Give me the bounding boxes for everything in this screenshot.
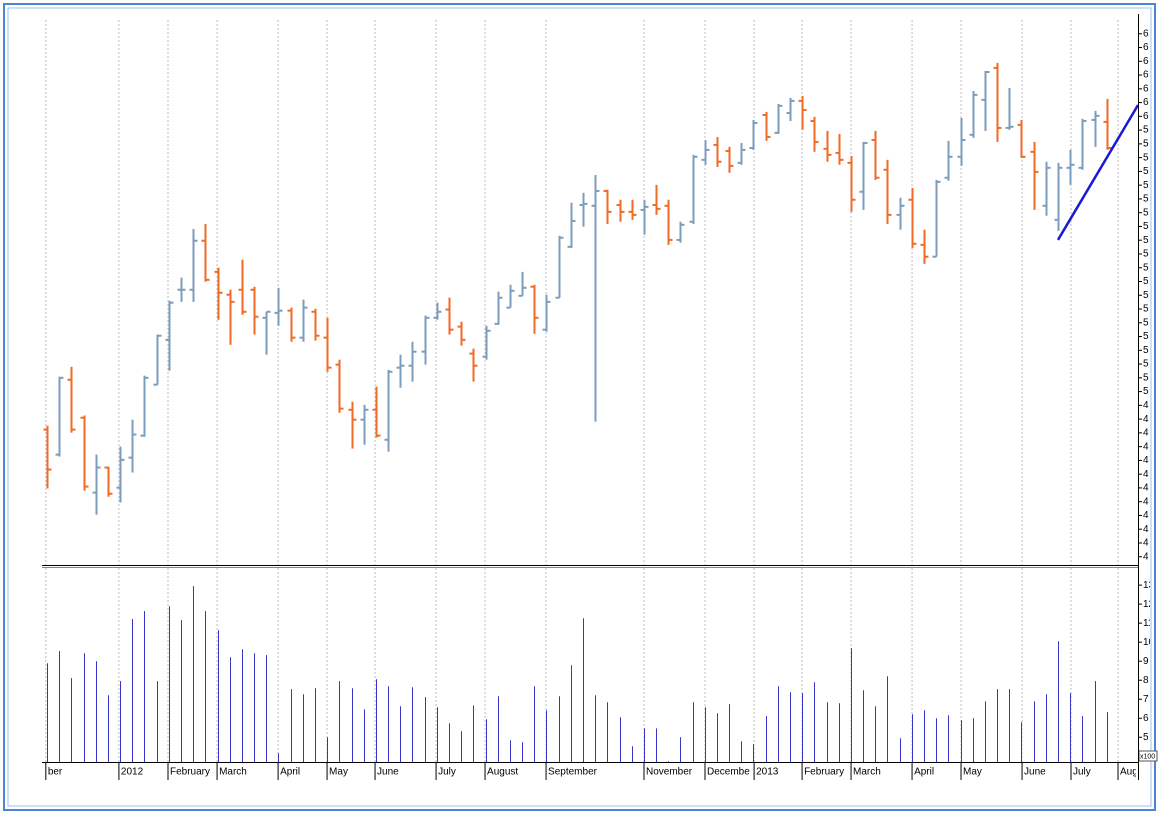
y-tick-label: 4 xyxy=(1143,538,1149,549)
x-tick-label: April xyxy=(280,767,300,778)
y-tick-label: 4 xyxy=(1143,400,1149,411)
x-tick-label: 2013 xyxy=(756,767,779,778)
y-tick-label: 5 xyxy=(1143,345,1149,356)
y-tick-label: 5 xyxy=(1143,249,1149,260)
x-tick-label: February xyxy=(170,767,210,778)
y-tick-label: 4 xyxy=(1143,524,1149,535)
multiplier-label: x100 xyxy=(1140,753,1155,760)
y-tick-label: 5 xyxy=(1143,180,1149,191)
y-tick-label: 4 xyxy=(1143,428,1149,439)
y-tick-label: 5 xyxy=(1143,221,1149,232)
y-tick-label: 6 xyxy=(1143,56,1149,67)
y-tick-label: 9 xyxy=(1143,656,1149,667)
x-tick-label: March xyxy=(219,767,247,778)
x-tick-label: May xyxy=(963,767,982,778)
trend-line xyxy=(1056,104,1140,241)
y-labels: 4 4 4 4 4 4 4 4 4 4 4 4 5 5 5 5 5 5 5 5 5 5 5 5 5 5 5 5 5 5 5 5 6 6 6 6 6 6 6 5… xyxy=(1143,28,1155,743)
y-tick-label: 6 xyxy=(1143,713,1149,724)
y-tick-label: 4 xyxy=(1143,441,1149,452)
y-tick-label: 6 xyxy=(1143,70,1149,81)
y-tick-label: 5 xyxy=(1143,152,1149,163)
x-tick-label: February xyxy=(804,767,844,778)
y-tick-label: 12 xyxy=(1143,599,1155,610)
x-tick-label: August xyxy=(487,767,518,778)
x-tick-label: July xyxy=(438,767,456,778)
x-tick-label: July xyxy=(1073,767,1091,778)
y-tick-label: 4 xyxy=(1143,551,1149,562)
x-labels: ber 2012 February March April May June July Augu… xyxy=(48,767,1138,778)
y-tick-label: 5 xyxy=(1143,166,1149,177)
y-tick-label: 5 xyxy=(1143,125,1149,136)
y-tick-label: 5 xyxy=(1143,276,1149,287)
outer-frame xyxy=(3,3,1156,811)
y-tick-label: 8 xyxy=(1143,675,1149,686)
x-tick-label: September xyxy=(548,767,598,778)
x-tick-label: ber xyxy=(48,767,63,778)
x-tick-label: May xyxy=(329,767,348,778)
y-tick-label: 5 xyxy=(1143,194,1149,205)
x-tick-label: April xyxy=(914,767,934,778)
y-tick-label: 5 xyxy=(1143,331,1149,342)
y-tick-label: 5 xyxy=(1143,372,1149,383)
y-tick-label: 6 xyxy=(1143,83,1149,94)
y-tick-label: 5 xyxy=(1143,317,1149,328)
y-tick-label: 7 xyxy=(1143,694,1149,705)
x-tick-label: March xyxy=(853,767,881,778)
plot-layer: ber 2012 February March April May June July Augu… xyxy=(43,20,1158,780)
inner-frame xyxy=(7,7,1152,807)
x-tick-label: Decembe xyxy=(707,767,750,778)
x-tick-label: June xyxy=(377,767,399,778)
x-tick-label: November xyxy=(646,767,693,778)
y-tick-label: 5 xyxy=(1143,139,1149,150)
y-tick-label: 5 xyxy=(1143,732,1149,743)
y-tick-label: 5 xyxy=(1143,262,1149,273)
y-tick-label: 4 xyxy=(1143,496,1149,507)
x-tick-label: Aug xyxy=(1120,767,1138,778)
y-tick-label: 13 xyxy=(1143,580,1155,591)
y-tick-label: 5 xyxy=(1143,235,1149,246)
x-tick-label: 2012 xyxy=(121,767,144,778)
y-tick-label: 5 xyxy=(1143,386,1149,397)
y-tick-label: 6 xyxy=(1143,28,1149,39)
y-tick-label: 4 xyxy=(1143,455,1149,466)
y-tick-label: 5 xyxy=(1143,207,1149,218)
y-tick-label: 6 xyxy=(1143,97,1149,108)
y-tick-label: 6 xyxy=(1143,111,1149,122)
y-tick-label: 4 xyxy=(1143,510,1149,521)
y-tick-label: 5 xyxy=(1143,290,1149,301)
y-tick-label: 4 xyxy=(1143,414,1149,425)
y-tick-label: 11 xyxy=(1143,618,1154,629)
y-tick-label: 4 xyxy=(1143,483,1149,494)
x-tick-label: June xyxy=(1024,767,1046,778)
y-tick-label: 5 xyxy=(1143,359,1149,370)
y-tick-label: 4 xyxy=(1143,469,1149,480)
y-tick-label: 6 xyxy=(1143,42,1149,53)
y-tick-label: 5 xyxy=(1143,304,1149,315)
y-tick-label: 10 xyxy=(1143,637,1155,648)
